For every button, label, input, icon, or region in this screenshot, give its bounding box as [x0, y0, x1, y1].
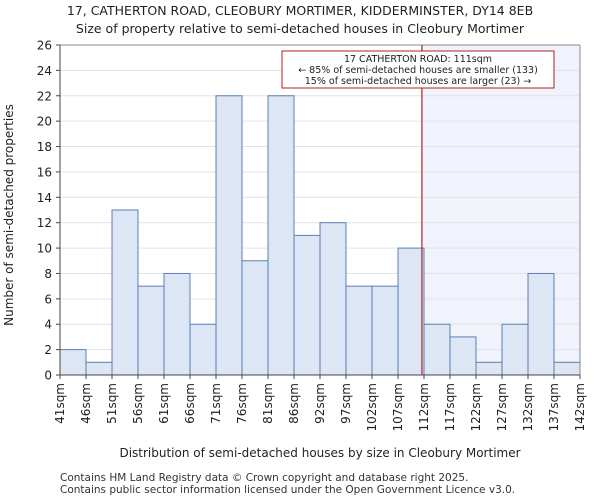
- y-tick-label: 14: [37, 191, 52, 205]
- bar: [449, 336, 477, 376]
- x-tick-label: 97sqm: [339, 383, 353, 424]
- y-tick-label: 26: [37, 39, 52, 53]
- x-tick-label: 132sqm: [521, 383, 535, 431]
- bar: [371, 285, 399, 376]
- x-tick-label: 112sqm: [417, 383, 431, 431]
- y-tick-label: 8: [44, 267, 52, 281]
- annotation-line-3: 15% of semi-detached houses are larger (…: [305, 76, 532, 87]
- bar: [397, 247, 425, 376]
- x-tick-label: 61sqm: [157, 383, 171, 424]
- x-tick-label: 92sqm: [313, 383, 327, 424]
- x-axis-label: Distribution of semi-detached houses by …: [119, 446, 520, 460]
- bar: [423, 323, 451, 376]
- y-tick-label: 24: [37, 64, 52, 78]
- bar: [189, 323, 217, 376]
- y-tick-label: 10: [37, 242, 52, 256]
- bar: [345, 285, 373, 376]
- y-tick-label: 22: [37, 89, 52, 103]
- bar: [137, 285, 165, 376]
- y-tick-label: 12: [37, 216, 52, 230]
- bar: [111, 209, 139, 376]
- x-tick-label: 51sqm: [105, 383, 119, 424]
- bar: [553, 361, 581, 376]
- y-tick-label: 4: [44, 318, 52, 332]
- x-tick-label: 137sqm: [547, 383, 561, 431]
- y-tick-label: 16: [37, 165, 52, 179]
- x-tick-label: 56sqm: [131, 383, 145, 424]
- y-tick-label: 6: [44, 292, 52, 306]
- x-tick-label: 142sqm: [573, 383, 587, 431]
- y-tick-label: 2: [44, 343, 52, 357]
- bar: [293, 234, 321, 376]
- bar: [501, 323, 529, 376]
- x-tick-label: 122sqm: [469, 383, 483, 431]
- x-tick-label: 41sqm: [53, 383, 67, 424]
- x-tick-label: 86sqm: [287, 383, 301, 424]
- bar: [267, 95, 295, 376]
- y-tick-label: 18: [37, 140, 52, 154]
- x-tick-label: 66sqm: [183, 383, 197, 424]
- bar: [215, 95, 243, 376]
- annotation-box: [281, 50, 555, 89]
- bar: [475, 361, 503, 376]
- x-tick-label: 76sqm: [235, 383, 249, 424]
- x-tick-label: 71sqm: [209, 383, 223, 424]
- x-tick-label: 102sqm: [365, 383, 379, 431]
- x-tick-label: 117sqm: [443, 383, 457, 431]
- x-tick-label: 127sqm: [495, 383, 509, 431]
- bar: [59, 349, 87, 376]
- bar: [85, 361, 113, 376]
- y-tick-label: 0: [44, 369, 52, 383]
- bar: [319, 222, 347, 376]
- chart-subtitle: Size of property relative to semi-detach…: [75, 21, 525, 36]
- x-tick-label: 107sqm: [391, 383, 405, 431]
- bar: [527, 272, 555, 376]
- x-tick-label: 81sqm: [261, 383, 275, 424]
- bar: [163, 272, 191, 376]
- chart-title: 17, CATHERTON ROAD, CLEOBURY MORTIMER, K…: [66, 3, 534, 18]
- y-tick-label: 20: [37, 115, 52, 129]
- annotation-line-1: 17 CATHERTON ROAD: 111sqm: [344, 54, 492, 65]
- x-tick-label: 46sqm: [79, 383, 93, 424]
- annotation-line-2: ← 85% of semi-detached houses are smalle…: [298, 65, 538, 76]
- footer-copyright: Contains HM Land Registry data © Crown c…: [60, 472, 469, 484]
- bar: [241, 260, 269, 376]
- footer-licence: Contains public sector information licen…: [60, 484, 516, 496]
- y-axis-label: Number of semi-detached properties: [2, 104, 16, 326]
